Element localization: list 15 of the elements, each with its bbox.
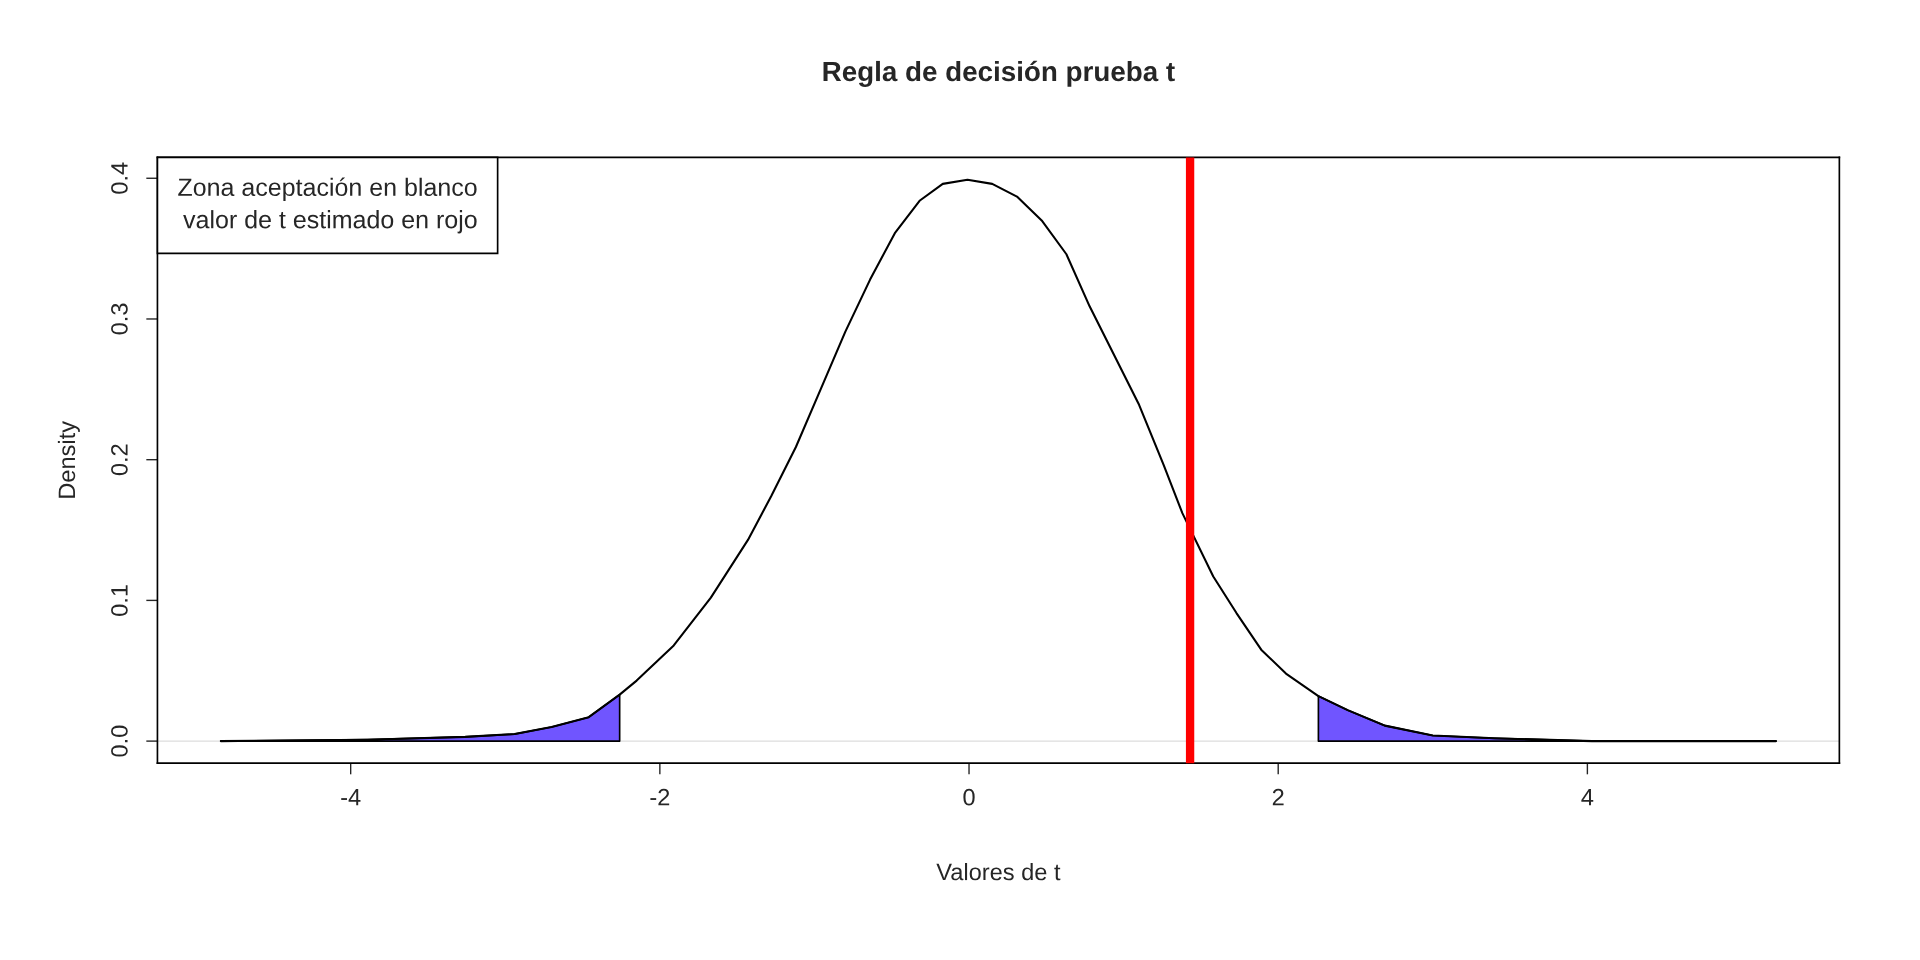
- annotation: valor de t estimado en rojo: [183, 210, 477, 234]
- x-axis-title: Valores de t: [936, 862, 1061, 881]
- annotation: Zona aceptación en blanco: [178, 177, 477, 202]
- x-tick-label: 2: [1272, 788, 1284, 806]
- y-tick-label: 0.4: [111, 162, 128, 194]
- y-tick-label: 0.3: [111, 303, 128, 335]
- y-tick-label: 0.2: [111, 444, 128, 476]
- x-tick-label: -4: [341, 789, 361, 806]
- y-tick-label: 0.0: [111, 725, 128, 757]
- x-tick-label: 0: [963, 788, 975, 806]
- x-tick-label: -2: [650, 788, 670, 806]
- y-tick-label: 0.1: [111, 585, 128, 616]
- x-tick-label: 4: [1581, 789, 1594, 806]
- chart-title: Regla de decisión prueba t: [823, 60, 1175, 87]
- y-axis-title: Density: [57, 421, 80, 498]
